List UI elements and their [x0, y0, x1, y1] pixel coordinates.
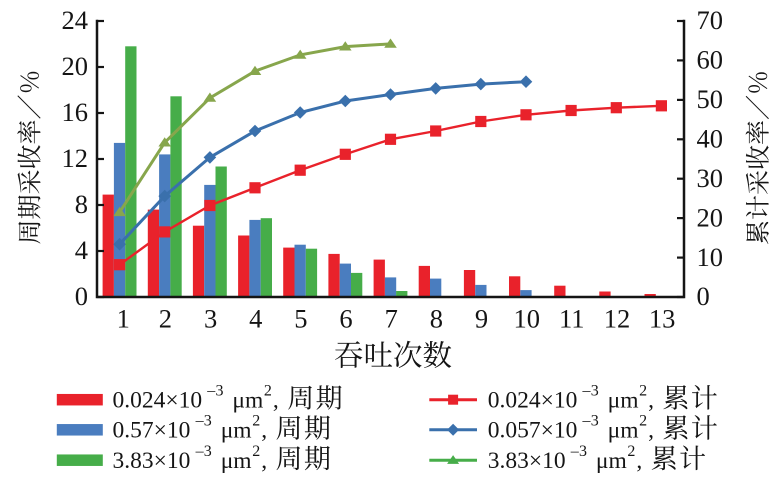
- svg-text:μm: μm: [221, 448, 252, 474]
- svg-text:3: 3: [591, 382, 599, 399]
- svg-text:16: 16: [62, 97, 89, 127]
- svg-text:μm: μm: [221, 418, 252, 444]
- svg-text:,: ,: [648, 418, 654, 444]
- svg-text:2: 2: [252, 413, 260, 430]
- svg-text:3: 3: [204, 443, 212, 460]
- svg-text:11: 11: [559, 304, 585, 334]
- svg-text:μm: μm: [608, 418, 639, 444]
- svg-text:7: 7: [385, 304, 398, 334]
- svg-text:–: –: [582, 382, 592, 399]
- svg-text:20: 20: [697, 202, 724, 232]
- svg-text:0.057×10: 0.057×10: [488, 418, 578, 444]
- svg-text:2: 2: [159, 304, 172, 334]
- svg-text:–: –: [570, 443, 580, 460]
- svg-text:13: 13: [649, 304, 676, 334]
- svg-text:3: 3: [591, 413, 599, 430]
- svg-text:1: 1: [117, 304, 130, 334]
- svg-text:,: ,: [261, 418, 267, 444]
- svg-text:2: 2: [264, 382, 272, 399]
- svg-text:2: 2: [639, 382, 647, 399]
- svg-text:4: 4: [249, 304, 262, 334]
- svg-text:0.024×10: 0.024×10: [488, 388, 578, 414]
- svg-text:0: 0: [75, 281, 88, 311]
- svg-text:12: 12: [604, 304, 631, 334]
- svg-text:70: 70: [697, 5, 724, 35]
- svg-text:3: 3: [216, 382, 224, 399]
- svg-text:12: 12: [62, 143, 89, 173]
- svg-text:0.57×10: 0.57×10: [113, 418, 191, 444]
- svg-text:,: ,: [273, 388, 279, 414]
- svg-text:3: 3: [204, 413, 212, 430]
- svg-text:30: 30: [697, 163, 724, 193]
- svg-text:50: 50: [697, 84, 724, 114]
- svg-text:2: 2: [252, 443, 260, 460]
- svg-text:10: 10: [697, 242, 724, 272]
- svg-text:9: 9: [475, 304, 488, 334]
- svg-text:,: ,: [636, 448, 642, 474]
- svg-text:60: 60: [697, 45, 724, 75]
- svg-text:–: –: [195, 413, 205, 430]
- svg-text:10: 10: [513, 304, 540, 334]
- svg-text:0.024×10: 0.024×10: [113, 388, 203, 414]
- svg-text:0: 0: [697, 281, 710, 311]
- svg-text:μm: μm: [596, 448, 627, 474]
- svg-text:μm: μm: [608, 388, 639, 414]
- svg-text:4: 4: [75, 235, 88, 265]
- svg-text:2: 2: [627, 443, 635, 460]
- svg-text:24: 24: [62, 5, 89, 35]
- svg-text:2: 2: [639, 413, 647, 430]
- svg-text:3.83×10: 3.83×10: [113, 448, 191, 474]
- svg-text:8: 8: [75, 189, 88, 219]
- svg-text:3.83×10: 3.83×10: [488, 448, 566, 474]
- svg-text:μm: μm: [232, 388, 263, 414]
- svg-text:6: 6: [339, 304, 352, 334]
- svg-text:40: 40: [697, 124, 724, 154]
- svg-text:3: 3: [204, 304, 217, 334]
- svg-text:,: ,: [261, 448, 267, 474]
- svg-text:20: 20: [62, 51, 89, 81]
- svg-text:3: 3: [579, 443, 587, 460]
- svg-text:–: –: [206, 382, 216, 399]
- svg-text:,: ,: [648, 388, 654, 414]
- svg-text:8: 8: [430, 304, 443, 334]
- svg-text:5: 5: [294, 304, 307, 334]
- svg-text:–: –: [195, 443, 205, 460]
- svg-text:–: –: [582, 413, 592, 430]
